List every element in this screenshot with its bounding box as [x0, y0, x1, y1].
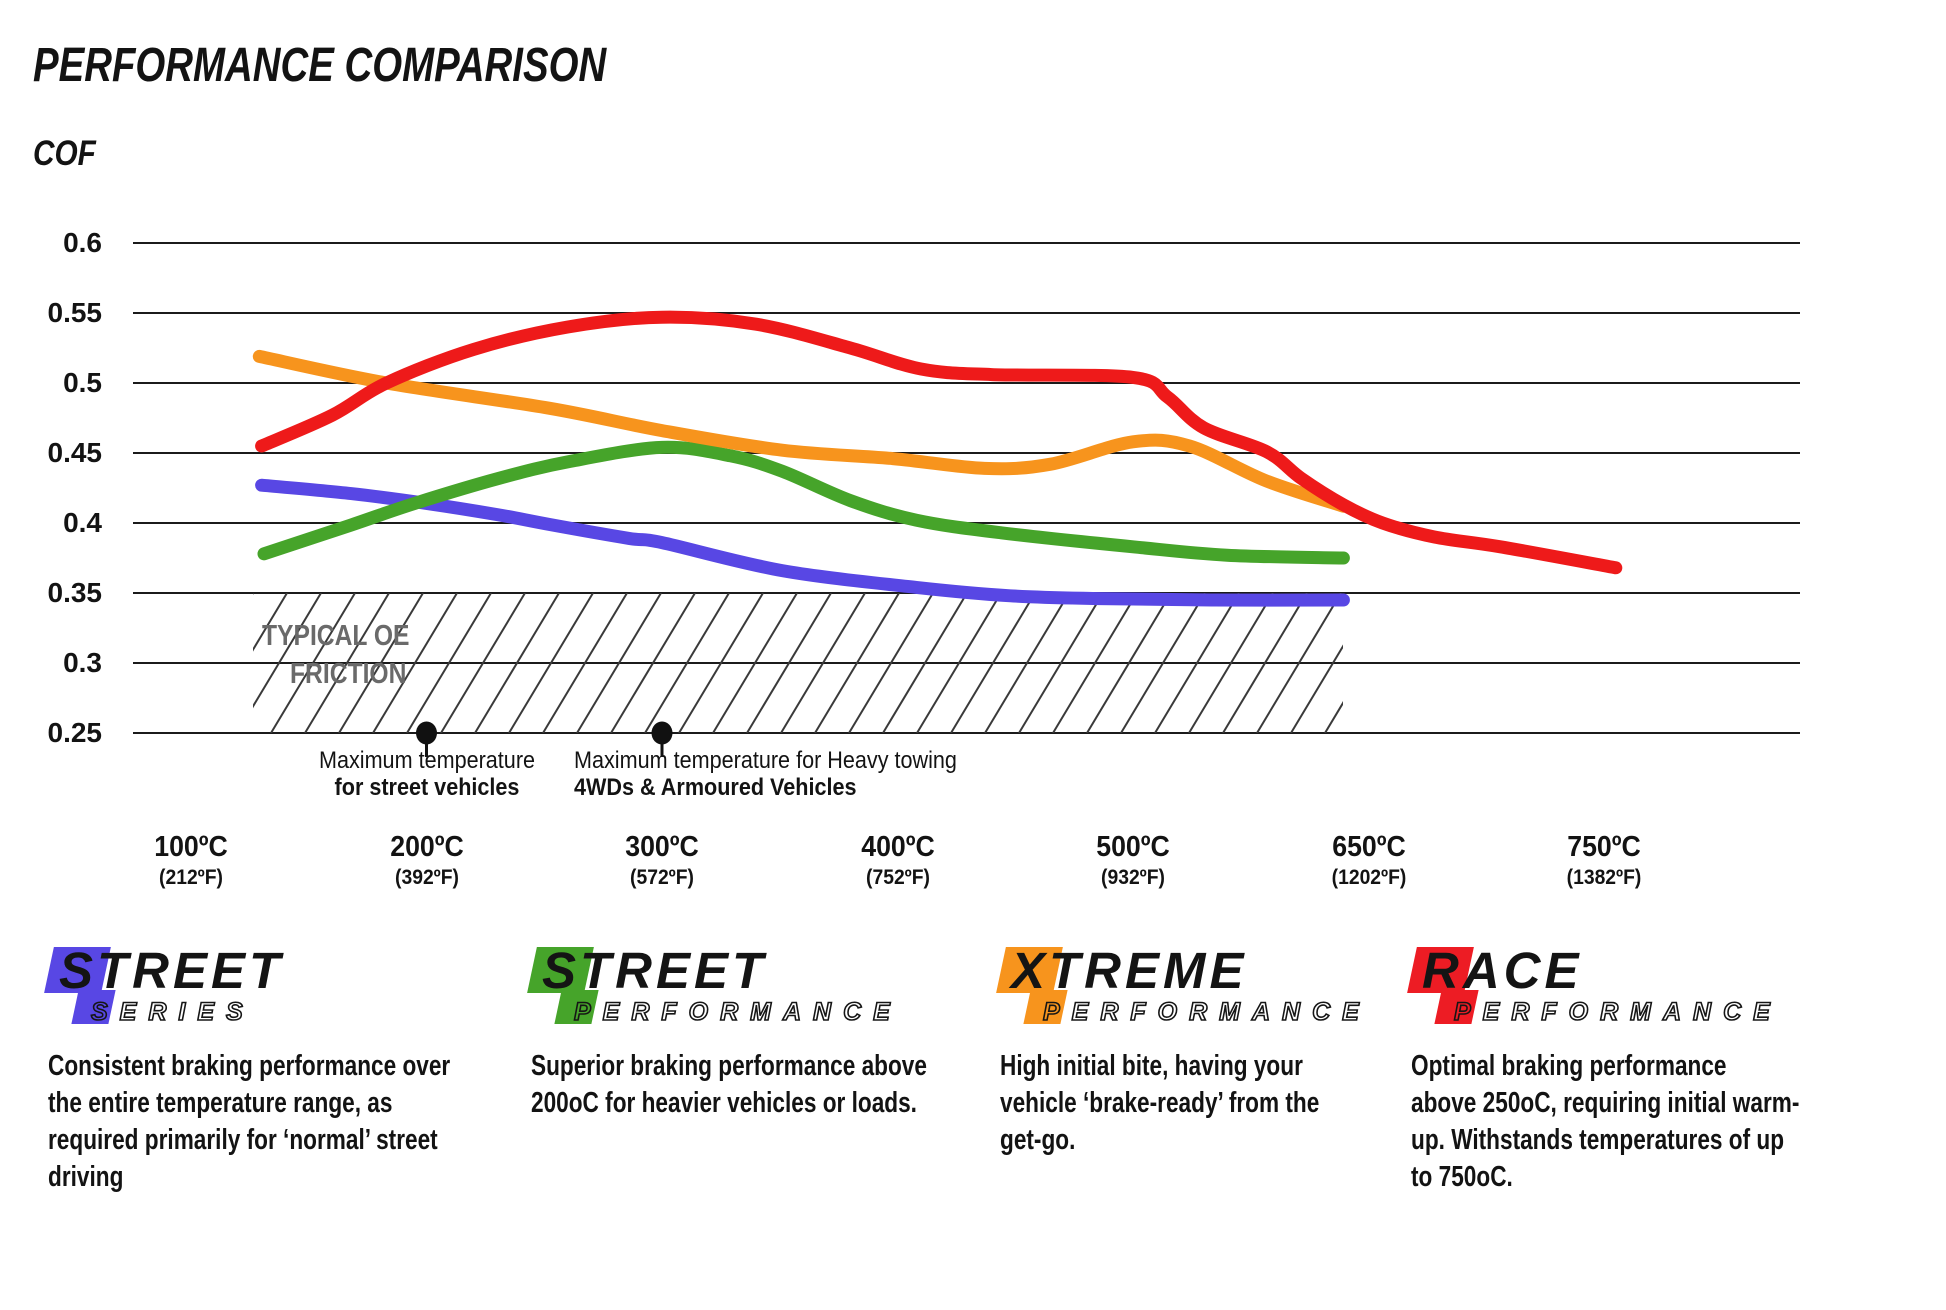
brand-description: Consistent braking performance over the …	[48, 1048, 564, 1196]
description-line: to 750oC.	[1411, 1161, 1513, 1193]
x-tick-label: 650ºC (1202ºF)	[1279, 831, 1459, 890]
y-tick-label: 0.4	[63, 507, 102, 538]
brand-name: STREET	[542, 942, 768, 999]
annotation-line: Maximum temperature	[318, 747, 536, 774]
brand-subname: PERFORMANCE	[1042, 997, 1371, 1027]
max-temp-towing-annotation: Maximum temperature for Heavy towing 4WD…	[574, 747, 957, 801]
brand-description: Superior braking performance above 200oC…	[531, 1048, 1039, 1122]
y-tick-label: 0.5	[63, 367, 102, 398]
xtreme-performance-logo: XTREME PERFORMANCE	[996, 942, 1467, 1037]
street-performance-logo: STREET PERFORMANCE	[527, 942, 998, 1037]
cof-chart	[133, 242, 1800, 757]
annotation-line: Maximum temperature for Heavy towing	[574, 747, 957, 774]
description-line: the entire temperature range, as	[48, 1087, 393, 1119]
y-axis-title: COF	[33, 134, 96, 173]
street-series-logo: STREET SERIES	[44, 942, 515, 1037]
oe-friction-label-line1: TYPICAL OE	[262, 620, 410, 652]
brand-name: STREET	[59, 942, 285, 999]
x-tick-fahrenheit: (752ºF)	[865, 866, 930, 889]
x-tick-celsius: 100ºC	[154, 831, 228, 863]
x-tick-celsius: 200ºC	[389, 831, 464, 863]
description-line: up. Withstands temperatures of up	[1411, 1124, 1785, 1156]
legend-street-series: STREET SERIES Consistent braking perform…	[44, 942, 515, 1193]
series-street-performance	[257, 440, 1350, 565]
page-title: PERFORMANCE COMPARISON	[33, 39, 607, 92]
brand-description: Optimal braking performance above 250oC,…	[1411, 1048, 1909, 1196]
annotation-line: 4WDs & Armoured Vehicles	[574, 774, 857, 801]
x-tick-fahrenheit: (572ºF)	[630, 866, 694, 889]
x-tick-fahrenheit: (1382ºF)	[1566, 866, 1642, 889]
brand-description: High initial bite, having your vehicle ‘…	[1000, 1048, 1409, 1159]
x-tick-label: 200ºC (392ºF)	[337, 831, 517, 890]
legend-race-performance: RACE PERFORMANCE Optimal braking perform…	[1407, 942, 1878, 1193]
x-tick-celsius: 400ºC	[860, 831, 935, 863]
brand-subname: PERFORMANCE	[1453, 997, 1782, 1027]
annotation-line: for street vehicles	[334, 774, 520, 801]
description-line: High initial bite, having your	[1000, 1050, 1303, 1082]
legend-xtreme-performance: XTREME PERFORMANCE High initial bite, ha…	[996, 942, 1467, 1156]
y-tick-label: 0.6	[63, 227, 102, 258]
max-temp-dot	[651, 721, 673, 745]
oe-friction-band	[253, 593, 1343, 733]
description-line: 200oC for heavier vehicles or loads.	[531, 1087, 917, 1119]
description-line: vehicle ‘brake-ready’ from the	[1000, 1087, 1320, 1119]
x-tick-celsius: 500ºC	[1096, 831, 1170, 863]
brand-subname: PERFORMANCE	[573, 997, 902, 1027]
x-tick-label: 300ºC (572ºF)	[572, 831, 752, 890]
series-xtreme-performance	[252, 349, 1350, 513]
description-line: get-go.	[1000, 1124, 1076, 1156]
description-line: Consistent braking performance over	[48, 1050, 451, 1082]
description-line: above 250oC, requiring initial warm-	[1411, 1087, 1800, 1119]
x-tick-celsius: 650ºC	[1331, 831, 1406, 863]
description-line: Superior braking performance above	[531, 1050, 927, 1082]
x-tick-label: 400ºC (752ºF)	[808, 831, 988, 890]
legend-street-performance: STREET PERFORMANCE Superior braking perf…	[527, 942, 998, 1119]
x-tick-label: 100ºC (212ºF)	[101, 831, 281, 890]
series-race-performance	[255, 310, 1623, 575]
description-line: required primarily for ‘normal’ street	[48, 1124, 438, 1156]
description-line: Optimal braking performance	[1411, 1050, 1727, 1082]
race-performance-logo: RACE PERFORMANCE	[1407, 942, 1878, 1037]
x-tick-fahrenheit: (392ºF)	[394, 866, 459, 889]
max-temp-street-annotation: Maximum temperature for street vehicles	[269, 747, 586, 801]
y-tick-label: 0.3	[63, 647, 102, 678]
x-tick-celsius: 300ºC	[625, 831, 699, 863]
oe-friction-label-line2: FRICTION	[290, 658, 407, 690]
y-tick-label: 0.45	[47, 437, 103, 468]
brand-subname: SERIES	[90, 997, 255, 1027]
x-tick-fahrenheit: (212ºF)	[159, 866, 223, 889]
x-tick-fahrenheit: (932ºF)	[1101, 866, 1165, 889]
brand-name: RACE	[1422, 942, 1583, 999]
x-tick-label: 750ºC (1382ºF)	[1514, 831, 1694, 890]
x-tick-celsius: 750ºC	[1567, 831, 1641, 863]
max-temp-dot	[416, 721, 437, 745]
x-tick-fahrenheit: (1202ºF)	[1331, 866, 1406, 889]
description-line: driving	[48, 1161, 124, 1193]
x-tick-label: 500ºC (932ºF)	[1043, 831, 1223, 890]
y-tick-label: 0.55	[47, 297, 103, 328]
y-tick-label: 0.35	[47, 577, 103, 608]
brand-name: XTREME	[1011, 942, 1248, 999]
y-tick-label: 0.25	[47, 717, 103, 748]
